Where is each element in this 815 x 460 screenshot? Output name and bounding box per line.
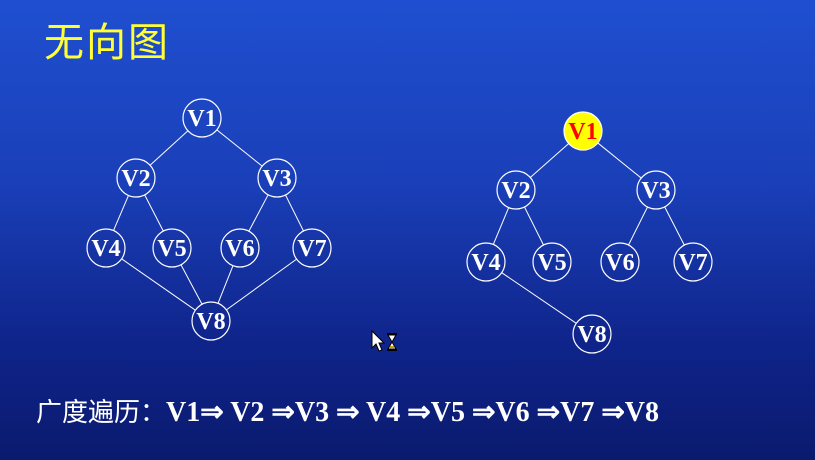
left-node-v3 (257, 158, 297, 198)
right-node-v1 (563, 111, 603, 151)
slide-title: 无向图 (44, 20, 170, 66)
right-edge-v1-v2 (529, 143, 570, 178)
left-node-label-v5: V5 (157, 236, 186, 262)
right-edge-v3-v6 (628, 206, 648, 246)
right-node-label-v4: V4 (471, 250, 500, 276)
right-node-v4 (466, 242, 506, 282)
right-node-label-v7: V7 (678, 250, 707, 276)
left-node-v6 (220, 228, 260, 268)
left-edge-v1-v3 (216, 129, 263, 167)
left-node-label-v1: V1 (187, 106, 216, 132)
left-node-label-v4: V4 (91, 236, 120, 262)
left-graph: V1 V2 V3 V4 V5 V6 V7 V8 (86, 98, 332, 341)
left-edge-v4-v8 (121, 258, 196, 311)
bfs-traversal-line: 广度遍历：V1⇒ V2 ⇒V3 ⇒ V4 ⇒V5 ⇒V6 ⇒V7 ⇒V8 (36, 392, 659, 429)
left-node-v5 (152, 228, 192, 268)
right-node-label-v1: V1 (568, 119, 597, 145)
right-graph: V1 V2 V3 V4 V5 V6 V7 V8 (466, 111, 713, 354)
left-edge-v5-v8 (180, 264, 203, 305)
right-node-v3 (636, 170, 676, 210)
left-node-label-v6: V6 (225, 236, 254, 262)
right-node-v7 (673, 242, 713, 282)
left-node-label-v7: V7 (297, 236, 326, 262)
right-node-v6 (600, 242, 640, 282)
left-node-v1 (182, 98, 222, 138)
right-edge-v2-v4 (492, 207, 510, 245)
left-edge-v3-v6 (248, 194, 269, 232)
left-node-label-v3: V3 (262, 166, 291, 192)
left-edge-v2-v4 (113, 195, 129, 231)
right-node-v5 (532, 242, 572, 282)
right-node-label-v3: V3 (641, 178, 670, 204)
left-node-label-v8: V8 (196, 309, 225, 335)
left-node-v2 (116, 158, 156, 198)
right-edge-v3-v7 (664, 206, 685, 246)
left-node-v8 (191, 301, 231, 341)
left-edge-v7-v8 (226, 258, 297, 311)
right-node-v2 (496, 170, 536, 210)
right-node-v8 (572, 314, 612, 354)
left-node-label-v2: V2 (121, 166, 150, 192)
busy-arrow-hourglass-icon (371, 330, 397, 352)
left-node-v7 (292, 228, 332, 268)
right-node-label-v8: V8 (577, 322, 606, 348)
traversal-sequence: V1⇒ V2 ⇒V3 ⇒ V4 ⇒V5 ⇒V6 ⇒V7 ⇒V8 (166, 397, 659, 428)
left-edge-v2-v5 (144, 194, 164, 232)
left-node-v4 (86, 228, 126, 268)
right-edge-v2-v5 (524, 206, 544, 246)
left-edge-v6-v8 (217, 265, 234, 304)
right-node-label-v2: V2 (501, 178, 530, 204)
right-edge-v1-v3 (597, 142, 642, 179)
right-node-label-v6: V6 (605, 250, 634, 276)
left-edge-v1-v2 (149, 130, 189, 166)
right-node-label-v5: V5 (537, 250, 566, 276)
left-edge-v3-v7 (285, 194, 304, 232)
right-edge-v4-v8 (501, 272, 577, 324)
traversal-prefix: 广度遍历： (36, 398, 167, 428)
